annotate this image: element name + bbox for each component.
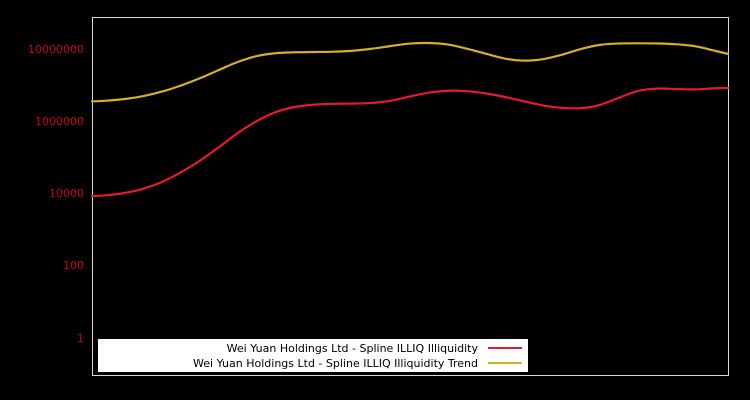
legend-color-swatch xyxy=(488,347,522,349)
y-axis-tick-labels: 10000000 1000000 10000 100 1 xyxy=(28,43,84,345)
legend-color-swatch xyxy=(488,362,522,364)
legend-entry[interactable]: Wei Yuan Holdings Ltd - Spline ILLIQ Ill… xyxy=(98,341,528,356)
series-line xyxy=(90,86,730,198)
y-axis-tick-label: 100 xyxy=(63,259,84,272)
legend-entry-label: Wei Yuan Holdings Ltd - Spline ILLIQ Ill… xyxy=(226,341,478,355)
y-axis-tick-label: 1 xyxy=(77,332,84,345)
y-axis-tick-label: 10000 xyxy=(49,187,84,200)
chart-legend: Wei Yuan Holdings Ltd - Spline ILLIQ Ill… xyxy=(97,338,529,373)
y-axis-tick-label: 1000000 xyxy=(35,115,84,128)
legend-entry[interactable]: Wei Yuan Holdings Ltd - Spline ILLIQ Ill… xyxy=(98,356,528,371)
legend-entry-label: Wei Yuan Holdings Ltd - Spline ILLIQ Ill… xyxy=(193,356,478,370)
y-axis-tick-label: 10000000 xyxy=(28,43,84,56)
series-line xyxy=(90,41,730,103)
series-lines xyxy=(90,41,730,198)
